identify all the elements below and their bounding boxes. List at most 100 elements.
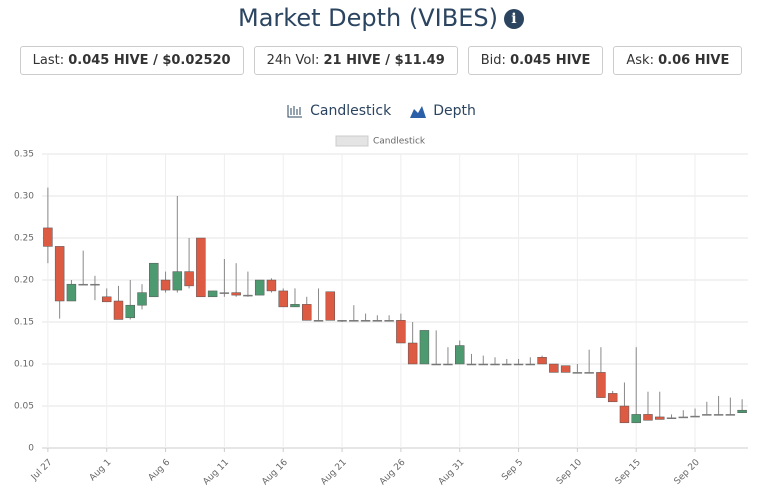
candle-body: [596, 372, 606, 398]
y-tick-label: 0.20: [14, 276, 34, 286]
candle-body: [678, 416, 689, 419]
candle-body: [725, 414, 736, 416]
candle-body: [737, 409, 747, 413]
y-tick-label: 0.05: [14, 402, 34, 412]
candle-body: [619, 405, 630, 424]
candle-body: [384, 320, 394, 322]
candle-body: [313, 320, 324, 322]
tab[interactable]: Candlestick: [286, 103, 391, 119]
stat-label: Last:: [32, 53, 65, 68]
candle-body: [713, 414, 724, 416]
candle-body: [549, 363, 559, 373]
candle-body: [196, 237, 206, 298]
candle-body: [172, 271, 183, 291]
candle-body: [631, 414, 641, 424]
y-tick-label: 0.10: [14, 360, 34, 370]
stat-button[interactable]: 24h Vol: 21 HIVE / $11.49: [253, 46, 458, 75]
candle-body: [184, 271, 194, 287]
candle-body: [54, 246, 65, 302]
candle-body: [431, 363, 441, 366]
x-tick-label: Sep 20: [673, 457, 702, 486]
candle-body: [360, 320, 371, 322]
chart-title: Market Depth (VIBES): [238, 4, 498, 32]
candle-body: [502, 363, 512, 366]
stat-value: 0.045 HIVE / $0.02520: [68, 53, 231, 68]
candle-body: [207, 290, 218, 298]
x-tick-label: Aug 26: [378, 457, 408, 487]
candle-body: [78, 283, 88, 286]
candle-body: [125, 304, 135, 319]
candle-body: [690, 415, 700, 418]
stat-label: Bid:: [480, 53, 506, 68]
stat-value: 21 HIVE / $11.49: [323, 53, 445, 68]
y-tick-label: 0: [28, 444, 34, 454]
tabs: Candlestick Depth: [0, 103, 762, 119]
x-tick-label: Sep 10: [555, 457, 584, 486]
candle-body: [266, 279, 277, 292]
stats-bar: Last: 0.045 HIVE / $0.02520 24h Vol: 21 H…: [0, 46, 762, 75]
candle-body: [560, 365, 571, 373]
y-tick-label: 0.35: [14, 150, 34, 160]
stat-value: 0.06 HIVE: [658, 53, 730, 68]
x-tick-label: Aug 16: [260, 457, 290, 487]
candle-body: [254, 279, 265, 296]
candle-body: [443, 363, 453, 366]
y-tick-label: 0.30: [14, 192, 34, 202]
candle-body: [325, 291, 336, 321]
stat-button[interactable]: Bid: 0.045 HIVE: [467, 46, 604, 75]
candle-body: [702, 414, 712, 416]
stat-button[interactable]: Last: 0.045 HIVE / $0.02520: [19, 46, 244, 75]
candle-body: [572, 372, 583, 374]
candle-body: [454, 345, 465, 365]
legend-label[interactable]: Candlestick: [373, 137, 426, 147]
candle-body: [113, 300, 124, 320]
candle-body: [655, 416, 665, 420]
candle-body: [513, 363, 524, 366]
candle-body: [490, 363, 500, 366]
x-tick-label: Aug 21: [319, 458, 349, 488]
stat-label: Ask:: [626, 53, 654, 68]
candle-body: [643, 414, 653, 421]
candle-body: [478, 363, 488, 366]
candle-body: [525, 363, 536, 366]
candle-body: [90, 283, 100, 286]
candle-body: [584, 372, 594, 374]
x-tick-label: Aug 6: [147, 457, 173, 483]
candle-body: [466, 363, 477, 366]
title-row: Market Depth (VIBES) i: [0, 4, 762, 32]
candle-body: [607, 393, 618, 403]
candle-body: [137, 292, 147, 306]
candle-body: [407, 342, 418, 365]
candle-body: [537, 357, 547, 365]
info-icon[interactable]: i: [503, 9, 524, 29]
candle-body: [349, 320, 359, 322]
y-tick-label: 0.25: [14, 234, 34, 244]
legend-swatch[interactable]: [335, 135, 369, 147]
candle-body: [149, 262, 159, 298]
tab-label: Candlestick: [310, 103, 392, 119]
candle-body: [231, 292, 241, 296]
candle-body: [278, 290, 288, 308]
candle-body: [101, 296, 112, 303]
stat-value: 0.045 HIVE: [510, 53, 591, 68]
x-tick-label: Jul 27: [29, 458, 55, 484]
x-tick-label: Aug 1: [88, 458, 114, 484]
candle-body: [160, 279, 171, 291]
stat-label: 24h Vol:: [266, 53, 320, 68]
candle-body: [372, 320, 383, 322]
tab-label: Depth: [433, 103, 476, 119]
x-tick-label: Aug 11: [201, 458, 231, 488]
candle-body: [43, 227, 53, 247]
candle-body: [219, 292, 230, 294]
y-tick-label: 0.15: [14, 318, 34, 328]
candle-body: [337, 320, 347, 322]
candle-body: [396, 320, 406, 344]
candle-body: [243, 294, 253, 297]
tab[interactable]: Depth: [409, 103, 476, 119]
candle-body: [302, 304, 312, 321]
candle-body: [419, 330, 430, 365]
stat-button[interactable]: Ask: 0.06 HIVE: [613, 46, 743, 75]
candle-body: [66, 283, 77, 302]
